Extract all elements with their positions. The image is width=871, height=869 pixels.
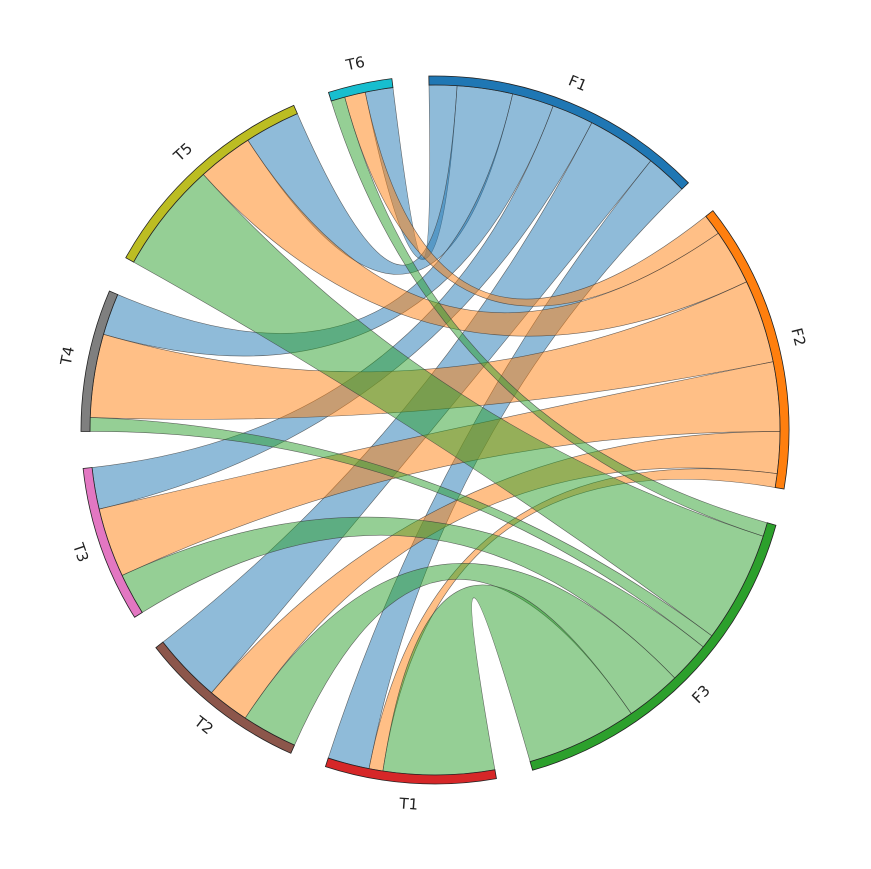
arc-t1 xyxy=(324,757,497,785)
label-t4: T4 xyxy=(57,345,79,368)
arc-t2 xyxy=(155,641,296,754)
arc-t3 xyxy=(82,467,143,618)
label-t6: T6 xyxy=(343,53,366,75)
arc-layer xyxy=(80,75,790,785)
arc-f2 xyxy=(705,210,790,490)
label-f2: F2 xyxy=(787,326,809,348)
arc-t5 xyxy=(125,104,298,263)
label-t1: T1 xyxy=(398,794,419,813)
arc-f3 xyxy=(529,522,777,771)
label-f3: F3 xyxy=(688,681,714,707)
label-t3: T3 xyxy=(69,540,92,565)
arc-t6 xyxy=(327,78,394,102)
arc-t4 xyxy=(80,290,119,432)
label-t5: T5 xyxy=(169,139,196,166)
ribbon-layer xyxy=(89,84,781,776)
label-t2: T2 xyxy=(190,712,217,738)
label-f1: F1 xyxy=(566,71,590,95)
arc-f1 xyxy=(428,75,689,190)
